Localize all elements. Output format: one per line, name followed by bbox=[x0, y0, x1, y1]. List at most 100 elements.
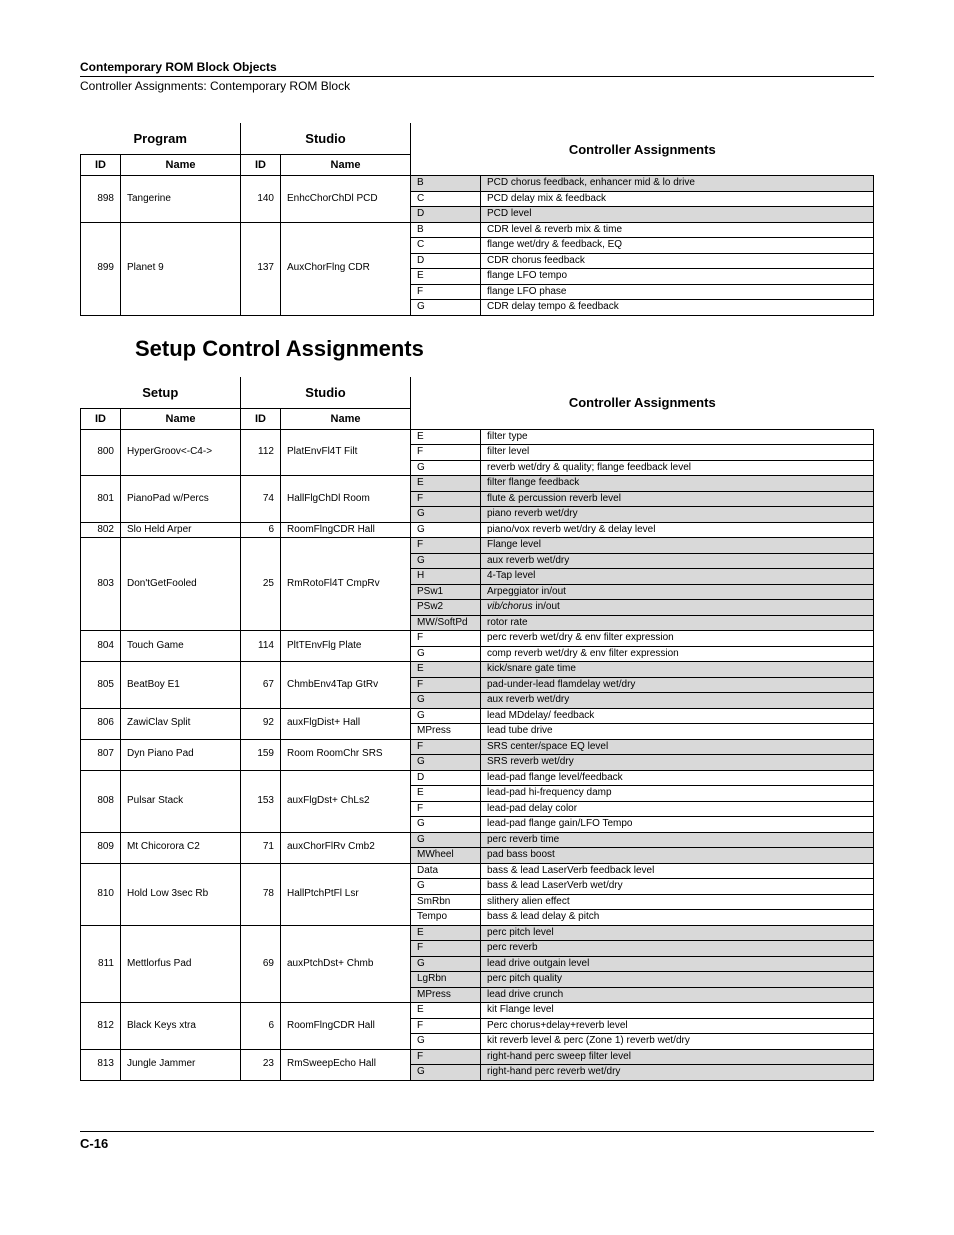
cell-id: 800 bbox=[81, 429, 121, 476]
cell-id: 898 bbox=[81, 176, 121, 223]
cell-ctrl-key: D bbox=[411, 770, 481, 786]
cell-id: 806 bbox=[81, 708, 121, 739]
col-group-ca: Controller Assignments bbox=[411, 123, 874, 176]
cell-ctrl-val: 4-Tap level bbox=[481, 569, 874, 585]
col-group-studio2: Studio bbox=[241, 377, 411, 409]
cell-ctrl-val: CDR level & reverb mix & time bbox=[481, 222, 874, 238]
cell-studio-id: 92 bbox=[241, 708, 281, 739]
cell-studio-id: 6 bbox=[241, 1003, 281, 1050]
cell-name: Pulsar Stack bbox=[121, 770, 241, 832]
table-row: 807Dyn Piano Pad159Room RoomChr SRSFSRS … bbox=[81, 739, 874, 755]
table-row: 899Planet 9137AuxChorFlng CDRBCDR level … bbox=[81, 222, 874, 238]
cell-ctrl-key: F bbox=[411, 739, 481, 755]
cell-name: Mt Chicorora C2 bbox=[121, 832, 241, 863]
cell-ctrl-key: E bbox=[411, 925, 481, 941]
col-setup-name: Name bbox=[121, 408, 241, 429]
cell-studio-id: 137 bbox=[241, 222, 281, 315]
cell-ctrl-key: G bbox=[411, 693, 481, 709]
table-row: 806ZawiClav Split92auxFlgDist+ HallGlead… bbox=[81, 708, 874, 724]
cell-ctrl-val: bass & lead delay & pitch bbox=[481, 910, 874, 926]
cell-ctrl-key: MWheel bbox=[411, 848, 481, 864]
cell-studio-name: AuxChorFlng CDR bbox=[281, 222, 411, 315]
cell-ctrl-val: SRS center/space EQ level bbox=[481, 739, 874, 755]
cell-studio-name: HallPtchPtFl Lsr bbox=[281, 863, 411, 925]
table-row: 804Touch Game114PltTEnvFlg PlateFperc re… bbox=[81, 631, 874, 647]
cell-ctrl-val: lead drive outgain level bbox=[481, 956, 874, 972]
cell-ctrl-key: MW/SoftPd bbox=[411, 615, 481, 631]
cell-ctrl-val: vib/chorus in/out bbox=[481, 600, 874, 616]
cell-ctrl-val: perc reverb time bbox=[481, 832, 874, 848]
cell-ctrl-val: kit Flange level bbox=[481, 1003, 874, 1019]
cell-studio-name: HallFlgChDl Room bbox=[281, 476, 411, 523]
cell-ctrl-val: filter flange feedback bbox=[481, 476, 874, 492]
cell-ctrl-val: perc reverb bbox=[481, 941, 874, 957]
cell-ctrl-val: rotor rate bbox=[481, 615, 874, 631]
cell-ctrl-val: slithery alien effect bbox=[481, 894, 874, 910]
cell-ctrl-val: perc reverb wet/dry & env filter express… bbox=[481, 631, 874, 647]
cell-studio-name: ChmbEnv4Tap GtRv bbox=[281, 662, 411, 709]
cell-ctrl-val: bass & lead LaserVerb wet/dry bbox=[481, 879, 874, 895]
table-row: 809Mt Chicorora C271auxChorFlRv Cmb2Gper… bbox=[81, 832, 874, 848]
cell-ctrl-key: F bbox=[411, 677, 481, 693]
cell-ctrl-key: E bbox=[411, 269, 481, 285]
cell-ctrl-val: lead-pad hi-frequency damp bbox=[481, 786, 874, 802]
cell-ctrl-key: LgRbn bbox=[411, 972, 481, 988]
cell-name: Planet 9 bbox=[121, 222, 241, 315]
cell-ctrl-key: F bbox=[411, 941, 481, 957]
cell-name: Touch Game bbox=[121, 631, 241, 662]
col-group-studio: Studio bbox=[241, 123, 411, 155]
cell-studio-id: 114 bbox=[241, 631, 281, 662]
cell-name: BeatBoy E1 bbox=[121, 662, 241, 709]
cell-studio-name: Room RoomChr SRS bbox=[281, 739, 411, 770]
table-row: 898Tangerine140EnhcChorChDl PCDBPCD chor… bbox=[81, 176, 874, 192]
cell-ctrl-val: perc pitch level bbox=[481, 925, 874, 941]
cell-ctrl-val: flute & percussion reverb level bbox=[481, 491, 874, 507]
cell-ctrl-key: G bbox=[411, 1034, 481, 1050]
cell-ctrl-val: right-hand perc reverb wet/dry bbox=[481, 1065, 874, 1081]
cell-ctrl-val: lead MDdelay/ feedback bbox=[481, 708, 874, 724]
cell-studio-id: 159 bbox=[241, 739, 281, 770]
cell-ctrl-key: SmRbn bbox=[411, 894, 481, 910]
cell-ctrl-key: C bbox=[411, 238, 481, 254]
cell-ctrl-val: lead-pad flange level/feedback bbox=[481, 770, 874, 786]
cell-ctrl-val: filter level bbox=[481, 445, 874, 461]
cell-ctrl-val: comp reverb wet/dry & env filter express… bbox=[481, 646, 874, 662]
cell-studio-id: 71 bbox=[241, 832, 281, 863]
cell-studio-id: 23 bbox=[241, 1049, 281, 1080]
cell-studio-name: auxFlgDst+ ChLs2 bbox=[281, 770, 411, 832]
cell-name: Dyn Piano Pad bbox=[121, 739, 241, 770]
section-title: Setup Control Assignments bbox=[135, 336, 874, 362]
cell-ctrl-key: F bbox=[411, 631, 481, 647]
cell-ctrl-key: G bbox=[411, 460, 481, 476]
cell-ctrl-key: MPress bbox=[411, 724, 481, 740]
cell-ctrl-key: G bbox=[411, 553, 481, 569]
cell-studio-name: auxPtchDst+ Chmb bbox=[281, 925, 411, 1003]
program-table: Program Studio Controller Assignments ID… bbox=[80, 123, 874, 316]
cell-ctrl-key: E bbox=[411, 1003, 481, 1019]
table-row: 801PianoPad w/Percs74HallFlgChDl RoomEfi… bbox=[81, 476, 874, 492]
cell-name: ZawiClav Split bbox=[121, 708, 241, 739]
cell-ctrl-key: G bbox=[411, 832, 481, 848]
cell-ctrl-val: perc pitch quality bbox=[481, 972, 874, 988]
col-group-ca2: Controller Assignments bbox=[411, 377, 874, 430]
cell-studio-id: 67 bbox=[241, 662, 281, 709]
cell-id: 899 bbox=[81, 222, 121, 315]
col-studio-name2: Name bbox=[281, 408, 411, 429]
cell-ctrl-key: MPress bbox=[411, 987, 481, 1003]
page-header-subtitle: Controller Assignments: Contemporary ROM… bbox=[80, 79, 874, 93]
cell-ctrl-val: bass & lead LaserVerb feedback level bbox=[481, 863, 874, 879]
cell-ctrl-val: SRS reverb wet/dry bbox=[481, 755, 874, 771]
cell-ctrl-key: G bbox=[411, 300, 481, 316]
cell-ctrl-val: PCD delay mix & feedback bbox=[481, 191, 874, 207]
cell-id: 810 bbox=[81, 863, 121, 925]
cell-ctrl-key: B bbox=[411, 176, 481, 192]
cell-ctrl-val: kick/snare gate time bbox=[481, 662, 874, 678]
cell-ctrl-val: flange wet/dry & feedback, EQ bbox=[481, 238, 874, 254]
cell-name: Jungle Jammer bbox=[121, 1049, 241, 1080]
cell-ctrl-key: E bbox=[411, 476, 481, 492]
table-row: 803Don'tGetFooled25RmRotoFl4T CmpRvFFlan… bbox=[81, 538, 874, 554]
cell-id: 801 bbox=[81, 476, 121, 523]
cell-ctrl-key: F bbox=[411, 538, 481, 554]
table-row: 808Pulsar Stack153auxFlgDst+ ChLs2Dlead-… bbox=[81, 770, 874, 786]
cell-id: 809 bbox=[81, 832, 121, 863]
